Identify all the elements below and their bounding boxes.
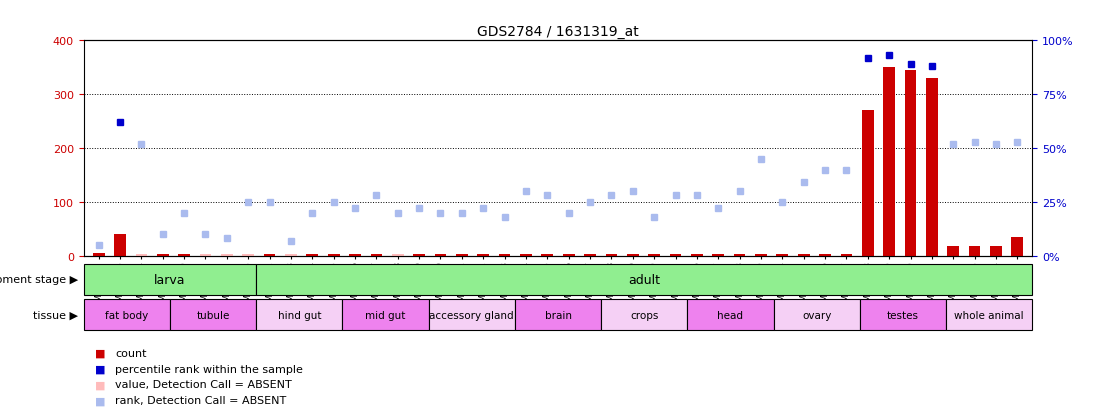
Text: brain: brain	[545, 310, 571, 320]
Bar	[584, 254, 596, 256]
Bar	[883, 68, 895, 256]
Text: head: head	[718, 310, 743, 320]
Bar	[371, 254, 383, 256]
Bar	[946, 299, 1032, 330]
Bar	[93, 253, 105, 256]
Bar	[343, 299, 429, 330]
Bar	[429, 299, 514, 330]
Bar	[602, 299, 687, 330]
Bar	[1011, 237, 1023, 256]
Bar	[541, 254, 554, 256]
Text: larva: larva	[154, 273, 185, 286]
Bar	[733, 254, 745, 256]
Text: adult: adult	[628, 273, 661, 286]
Bar	[114, 235, 126, 256]
Text: ■: ■	[95, 395, 105, 405]
Bar	[84, 299, 170, 330]
Text: ■: ■	[95, 348, 105, 358]
Bar	[514, 299, 602, 330]
Bar	[499, 254, 510, 256]
Bar	[456, 254, 468, 256]
Bar	[242, 254, 254, 256]
Bar	[990, 247, 1002, 256]
Bar	[756, 254, 767, 256]
Bar	[349, 254, 360, 256]
Bar	[257, 299, 343, 330]
Bar	[691, 254, 703, 256]
Bar	[478, 254, 489, 256]
Text: ■: ■	[95, 380, 105, 389]
Bar	[947, 247, 959, 256]
Bar	[434, 254, 446, 256]
Bar	[777, 254, 788, 256]
Text: tubule: tubule	[196, 310, 230, 320]
Text: value, Detection Call = ABSENT: value, Detection Call = ABSENT	[115, 380, 291, 389]
Bar	[170, 299, 257, 330]
Text: accessory gland: accessory gland	[430, 310, 514, 320]
Text: percentile rank within the sample: percentile rank within the sample	[115, 364, 302, 374]
Title: GDS2784 / 1631319_at: GDS2784 / 1631319_at	[478, 25, 638, 39]
Bar	[307, 254, 318, 256]
Bar	[969, 247, 981, 256]
Text: testes: testes	[887, 310, 918, 320]
Bar	[84, 264, 257, 295]
Bar	[263, 254, 276, 256]
Bar	[905, 71, 916, 256]
Bar	[135, 254, 147, 256]
Bar	[648, 254, 660, 256]
Bar	[328, 254, 339, 256]
Bar	[773, 299, 859, 330]
Text: ovary: ovary	[802, 310, 831, 320]
Text: whole animal: whole animal	[954, 310, 1024, 320]
Bar	[859, 299, 946, 330]
Bar	[257, 264, 1032, 295]
Text: development stage ▶: development stage ▶	[0, 275, 78, 285]
Text: ■: ■	[95, 364, 105, 374]
Bar	[670, 254, 682, 256]
Bar	[606, 254, 617, 256]
Bar	[157, 254, 169, 256]
Bar	[520, 254, 532, 256]
Bar	[862, 111, 874, 256]
Bar	[712, 254, 724, 256]
Bar	[840, 254, 853, 256]
Bar	[413, 254, 425, 256]
Bar	[200, 254, 211, 256]
Text: fat body: fat body	[105, 310, 148, 320]
Bar	[926, 79, 937, 256]
Text: crops: crops	[631, 310, 658, 320]
Bar	[179, 254, 190, 256]
Bar	[819, 254, 831, 256]
Text: rank, Detection Call = ABSENT: rank, Detection Call = ABSENT	[115, 395, 286, 405]
Text: hind gut: hind gut	[278, 310, 321, 320]
Text: tissue ▶: tissue ▶	[33, 310, 78, 320]
Bar	[562, 254, 575, 256]
Bar	[221, 254, 233, 256]
Bar	[627, 254, 638, 256]
Bar	[798, 254, 809, 256]
Bar	[687, 299, 773, 330]
Text: count: count	[115, 348, 146, 358]
Bar	[285, 254, 297, 256]
Bar	[392, 254, 404, 256]
Text: mid gut: mid gut	[365, 310, 406, 320]
